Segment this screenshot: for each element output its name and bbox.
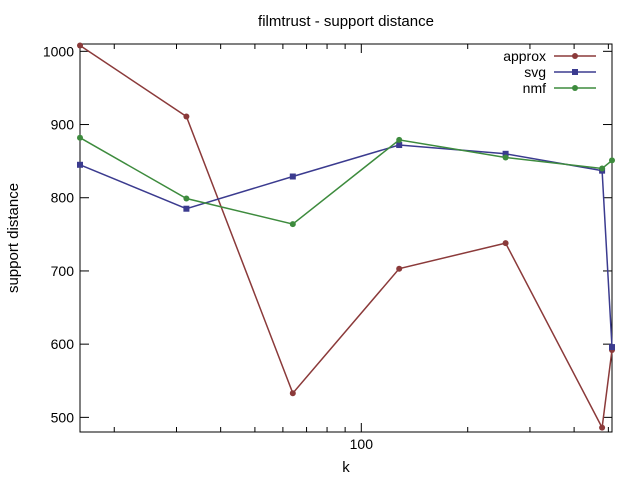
legend-label: svg <box>524 64 546 80</box>
data-point <box>183 113 190 120</box>
legend-label: approx <box>503 48 546 64</box>
legend-label: nmf <box>523 80 546 96</box>
data-point <box>77 134 83 141</box>
x-tick-label: 100 <box>350 436 374 452</box>
series-approx <box>77 42 615 431</box>
y-tick-label: 500 <box>51 409 75 425</box>
y-tick-label: 600 <box>51 336 75 352</box>
series-nmf <box>77 134 615 228</box>
data-point <box>502 154 509 161</box>
y-tick-label: 900 <box>51 117 75 133</box>
data-point <box>396 136 403 143</box>
plot-area <box>77 42 615 433</box>
data-point <box>609 157 615 164</box>
data-point <box>502 150 509 157</box>
y-tick-label: 1000 <box>43 43 74 59</box>
legend-marker <box>572 85 578 91</box>
series-line <box>79 144 613 348</box>
y-tick-labels: 500 600 700 800 900 1000 <box>43 43 74 425</box>
series-svg <box>77 142 615 351</box>
legend-marker <box>572 69 578 75</box>
data-point <box>609 344 615 351</box>
data-point <box>599 165 606 172</box>
data-point <box>289 221 296 228</box>
data-point <box>396 265 403 272</box>
data-point <box>396 142 403 149</box>
series-line <box>79 44 613 431</box>
chart-title: filmtrust - support distance <box>258 13 434 30</box>
data-point <box>502 240 509 247</box>
data-point <box>289 173 296 180</box>
series-line <box>79 137 613 225</box>
x-axis-label: k <box>342 459 350 476</box>
y-tick-label: 700 <box>51 263 75 279</box>
axis-ticks <box>80 44 612 432</box>
plot-frame <box>79 43 613 433</box>
y-axis-label: support distance <box>5 183 22 293</box>
data-point <box>77 42 83 49</box>
legend-marker <box>572 53 578 59</box>
y-tick-label: 800 <box>51 190 75 206</box>
series-layer <box>77 42 615 431</box>
data-point <box>289 390 296 397</box>
data-point <box>183 195 190 202</box>
data-point <box>77 161 83 168</box>
x-tick-labels: 100 <box>350 436 374 452</box>
data-point <box>183 205 190 212</box>
data-point <box>599 424 606 431</box>
